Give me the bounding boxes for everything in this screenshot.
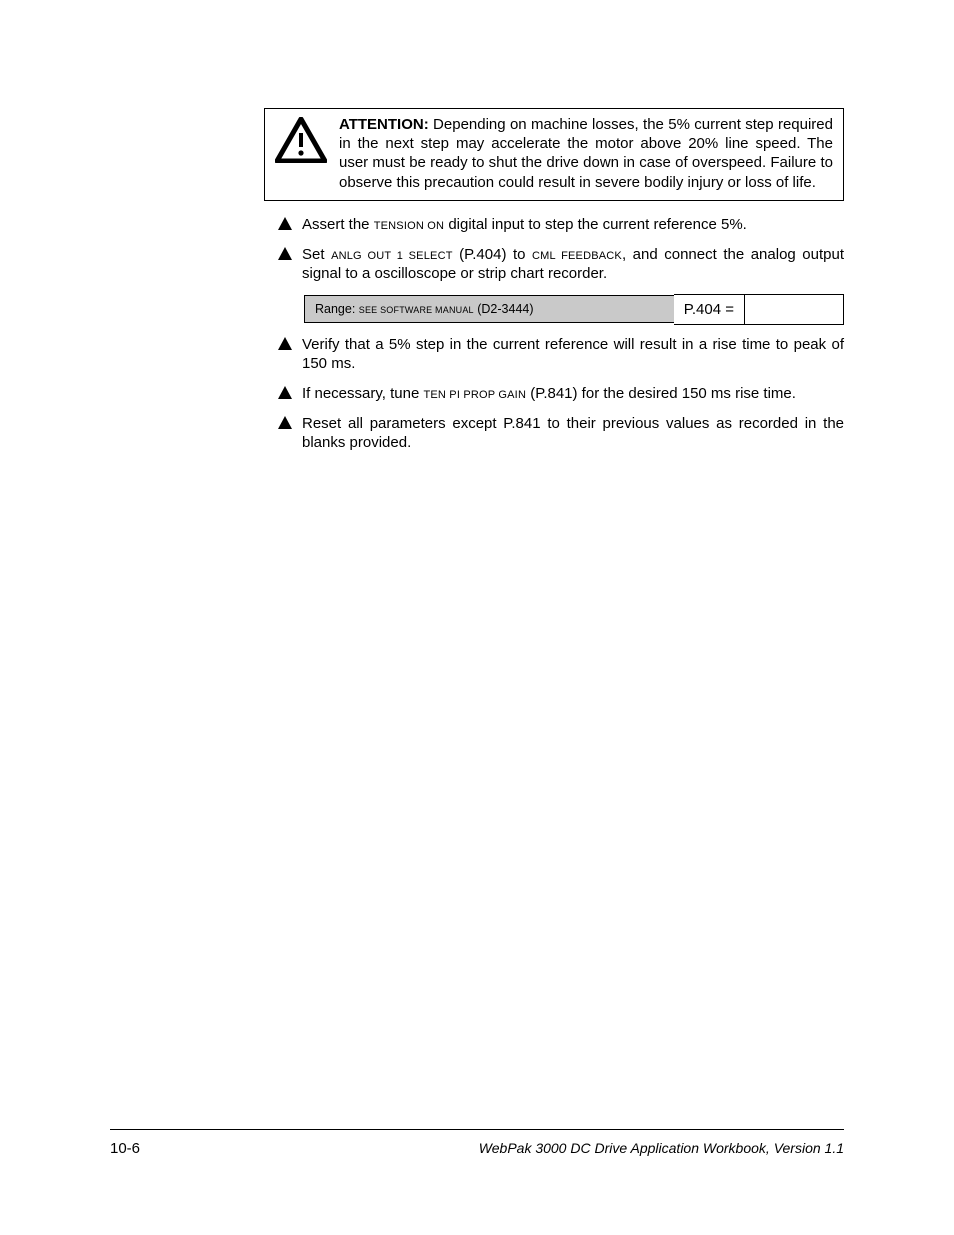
step-item: Assert the TENSION ON digital input to s… — [278, 215, 844, 235]
step-text: Set ANLG OUT 1 SELECT (P.404) to CML FEE… — [302, 245, 844, 284]
doc-title: WebPak 3000 DC Drive Application Workboo… — [479, 1140, 844, 1156]
step-item: If necessary, tune TEN PI PROP GAIN (P.8… — [278, 384, 844, 404]
step-item: Verify that a 5% step in the current ref… — [278, 335, 844, 374]
attention-text: ATTENTION: Depending on machine losses, … — [339, 115, 833, 192]
param-value-blank[interactable] — [744, 294, 844, 325]
step-marker-icon — [278, 386, 292, 404]
page: ATTENTION: Depending on machine losses, … — [0, 0, 954, 1235]
attention-box: ATTENTION: Depending on machine losses, … — [264, 108, 844, 201]
footer-rule — [110, 1129, 844, 1130]
step-text: Assert the TENSION ON digital input to s… — [302, 215, 747, 235]
step-marker-icon — [278, 416, 292, 434]
step-text: Verify that a 5% step in the current ref… — [302, 335, 844, 374]
footer: 10-6 WebPak 3000 DC Drive Application Wo… — [110, 1140, 844, 1157]
step-item: Reset all parameters except P.841 to the… — [278, 414, 844, 453]
attention-label: ATTENTION: — [339, 116, 429, 133]
step-text: If necessary, tune TEN PI PROP GAIN (P.8… — [302, 384, 796, 404]
page-number: 10-6 — [110, 1140, 140, 1157]
step-marker-icon — [278, 217, 292, 235]
step-marker-icon — [278, 247, 292, 265]
step-item: Set ANLG OUT 1 SELECT (P.404) to CML FEE… — [278, 245, 844, 284]
range-cell: Range: SEE SOFTWARE MANUAL (D2-3444) — [304, 295, 674, 323]
step-marker-icon — [278, 337, 292, 355]
parameter-range-row: Range: SEE SOFTWARE MANUAL (D2-3444) P.4… — [304, 294, 844, 325]
param-label: P.404 = — [674, 294, 744, 325]
warning-icon — [275, 117, 327, 168]
step-text: Reset all parameters except P.841 to the… — [302, 414, 844, 453]
